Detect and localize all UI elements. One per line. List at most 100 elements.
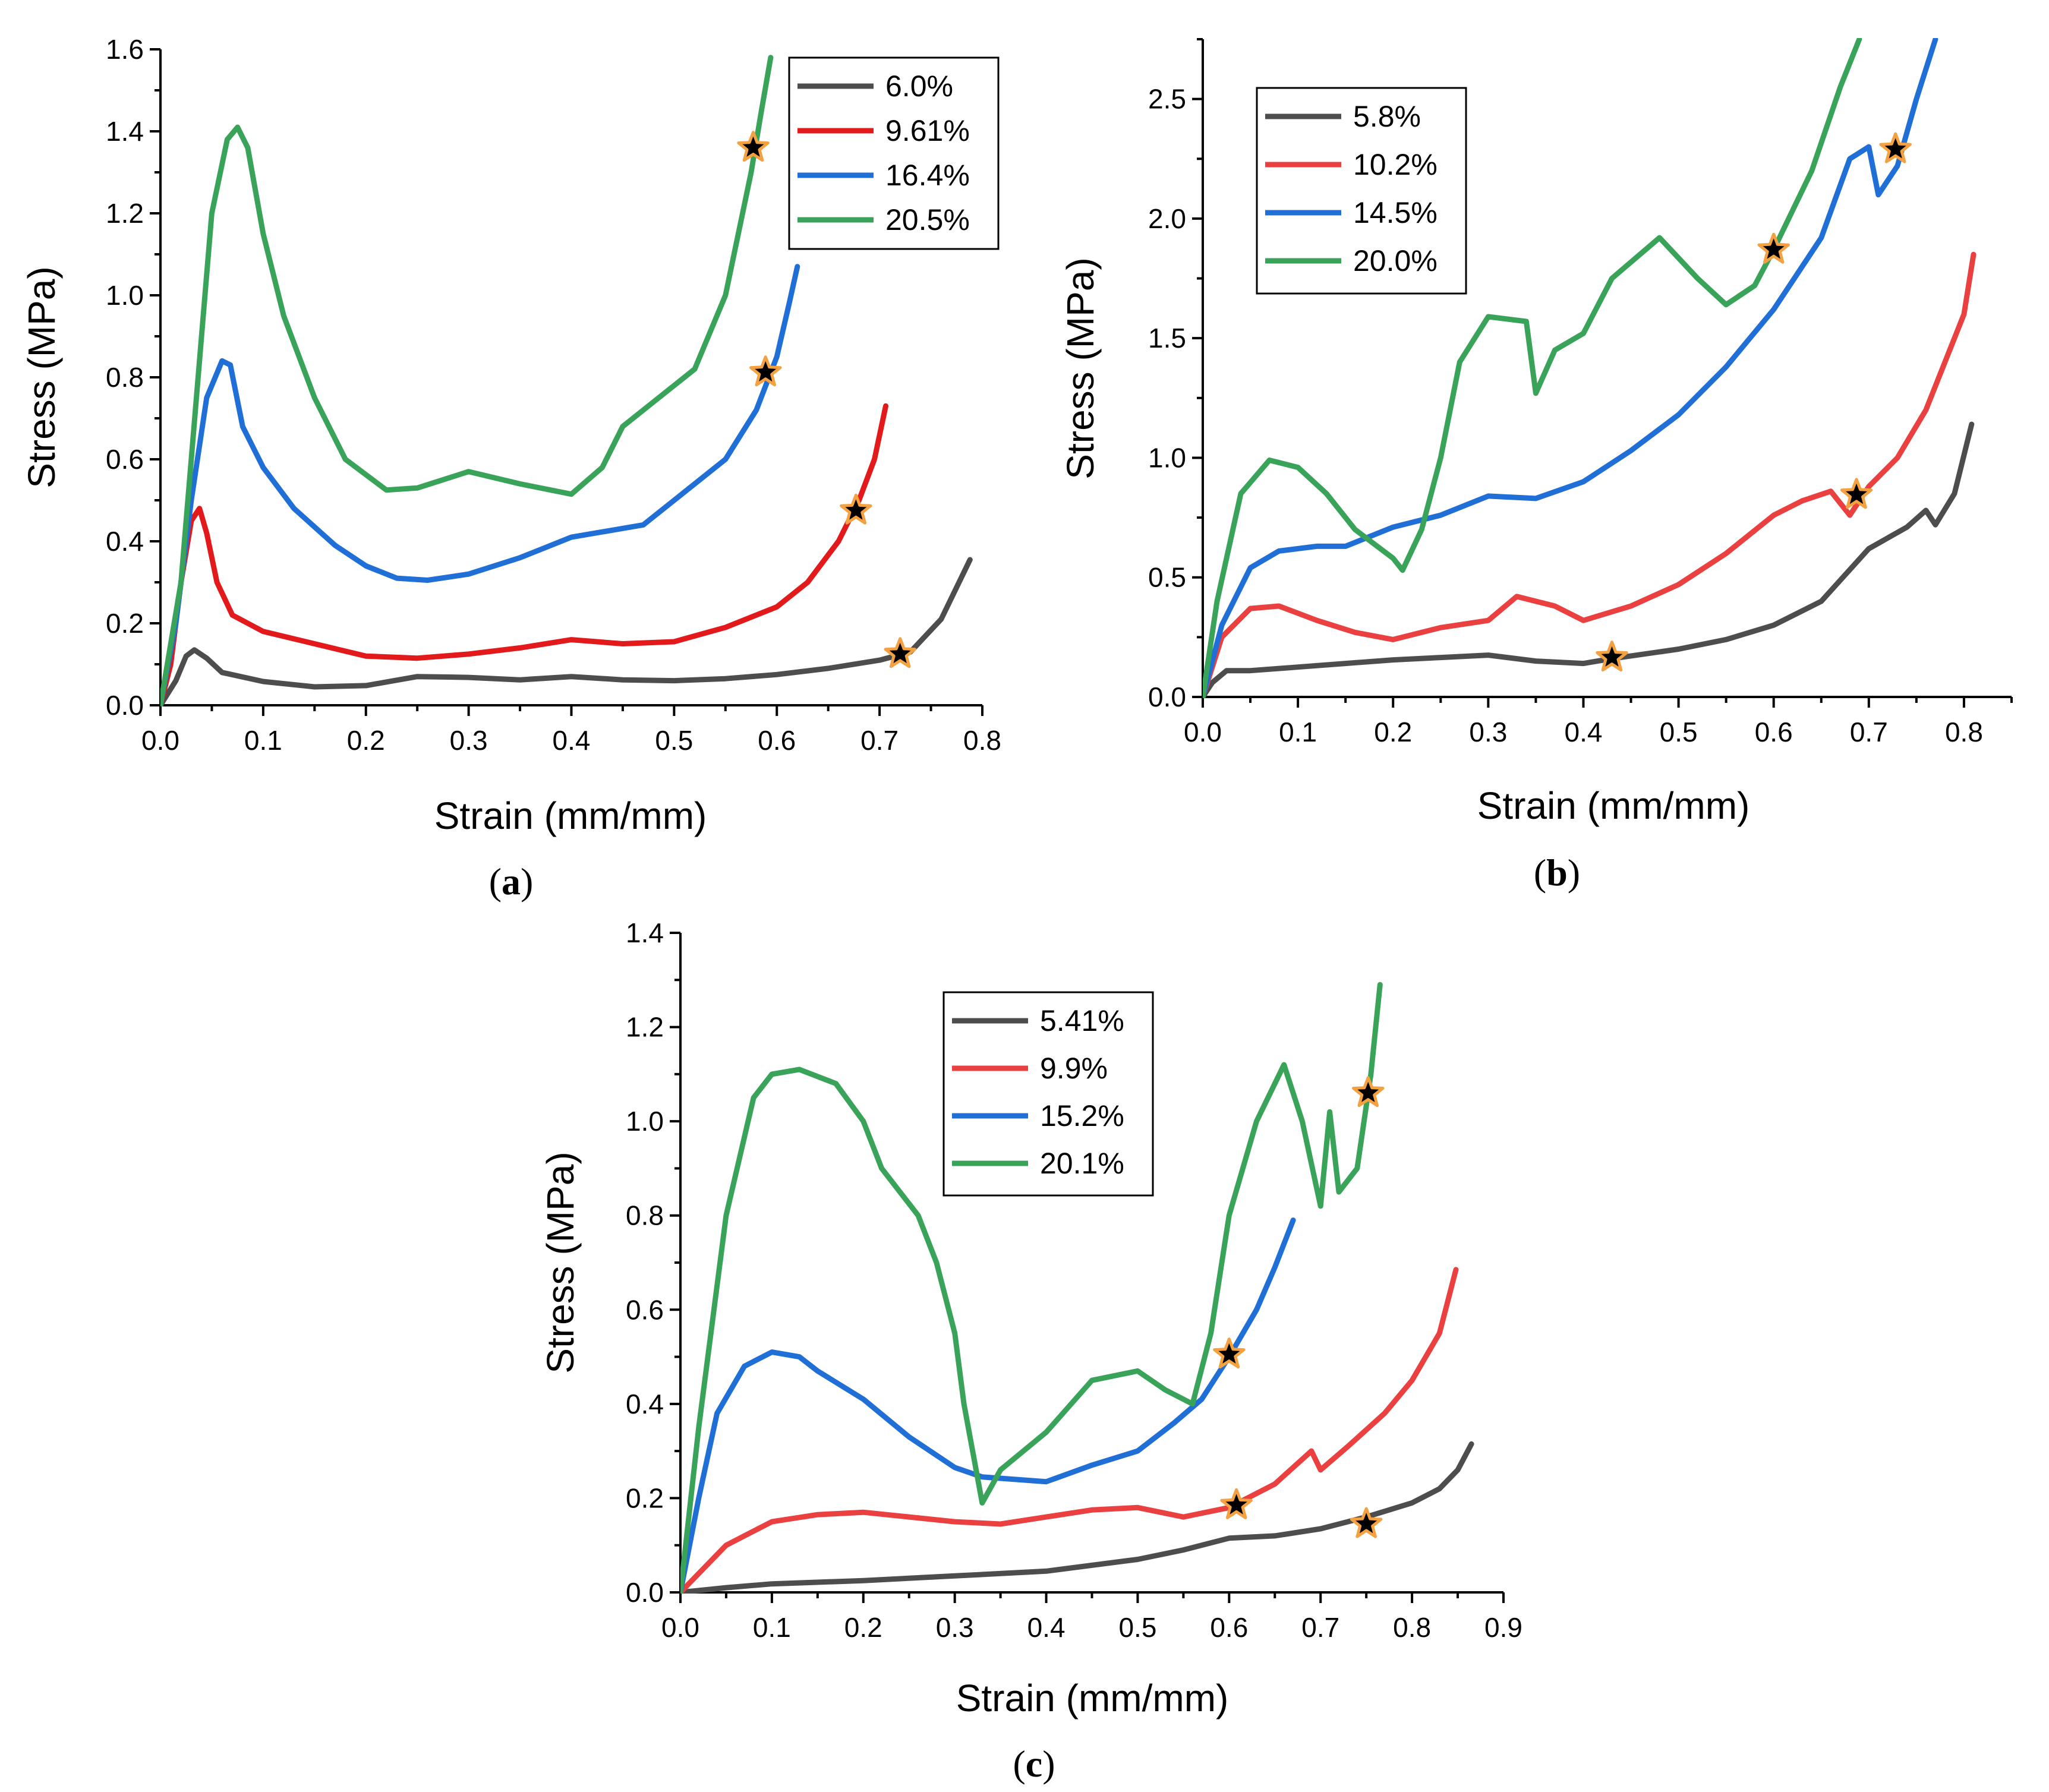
series-line-14.5%	[1203, 38, 1938, 698]
y-tick-label: 1.2	[106, 198, 144, 229]
x-tick-label: 0.3	[936, 1612, 974, 1643]
failure-star-marker	[1220, 1488, 1253, 1519]
legend: 6.0% 9.61% 16.4% 20.5%	[788, 56, 1000, 250]
x-tick-label: 0.4	[553, 725, 591, 756]
x-tick-label: 0.6	[1755, 717, 1793, 747]
y-tick-label: 0.6	[626, 1294, 664, 1325]
failure-star-marker	[1757, 232, 1790, 264]
y-axis-title: Stress (MPa)	[20, 266, 63, 488]
failure-star-marker	[749, 355, 782, 387]
series-line-9.9%	[680, 1267, 1459, 1594]
caption-paren-close: )	[1568, 851, 1580, 894]
series-line-10.2%	[1203, 251, 1977, 698]
x-axis-title: Strain (mm/mm)	[434, 794, 707, 837]
x-tick-label: 0.7	[1850, 717, 1888, 747]
y-tick-label: 1.4	[106, 116, 144, 147]
y-tick-label: 0.0	[1148, 682, 1186, 712]
caption-paren-open: (	[1534, 851, 1546, 894]
legend-label: 9.9%	[1040, 1052, 1108, 1085]
y-tick-label: 1.2	[626, 1012, 664, 1043]
chart-panel-b: 0.0 0.1 0.2 0.3 0.4 0.5 0.6 0.7 0.8 0.0 0.5 1.0 1.5 2…	[1059, 38, 2013, 894]
y-axis-title: Stress (MPa)	[539, 1151, 582, 1373]
x-tick-label: 0.5	[655, 725, 693, 756]
x-tick-label: 0.6	[1210, 1612, 1248, 1643]
series-line-20.1%	[680, 982, 1383, 1594]
panel-caption: (b)	[1534, 851, 1580, 894]
x-tick-label: 0.9	[1484, 1612, 1522, 1643]
x-axis-title: Strain (mm/mm)	[1477, 784, 1750, 827]
x-tick-label: 0.1	[753, 1612, 791, 1643]
series-line-16.4%	[160, 264, 800, 706]
x-axis-title: Strain (mm/mm)	[956, 1677, 1229, 1720]
legend-label: 9.61%	[885, 114, 970, 147]
caption-letter: b	[1546, 851, 1568, 894]
x-tick-label: 0.1	[1279, 717, 1317, 747]
y-tick-label: 0.8	[626, 1200, 664, 1231]
legend-label: 5.8%	[1353, 100, 1421, 133]
y-tick-label: 1.0	[1148, 442, 1186, 473]
x-tick-label: 0.7	[860, 725, 899, 756]
legend: 5.8% 10.2% 14.5% 20.0%	[1256, 87, 1467, 295]
legend-label: 14.5%	[1353, 196, 1438, 229]
x-tick-label: 0.8	[1393, 1612, 1431, 1643]
x-tick-label: 0.5	[1118, 1612, 1156, 1643]
series-line-9.61%	[160, 403, 888, 706]
legend-label: 10.2%	[1353, 148, 1438, 181]
x-tick-label: 0.8	[1945, 717, 1983, 747]
y-tick-label: 1.6	[106, 34, 144, 65]
panel-caption: (c)	[1013, 1743, 1055, 1785]
legend: 5.41% 9.9% 15.2% 20.1%	[942, 991, 1154, 1197]
y-tick-label: 0.8	[106, 362, 144, 393]
series-line-6.0%	[160, 557, 973, 706]
y-axis-title: Stress (MPa)	[1059, 257, 1102, 479]
series-line-20.0%	[1203, 38, 1862, 698]
legend-label: 6.0%	[885, 70, 953, 103]
x-tick-label: 0.3	[1469, 717, 1507, 747]
failure-star-marker	[884, 637, 916, 668]
x-tick-label: 0.4	[1027, 1612, 1066, 1643]
y-tick-label: 1.5	[1148, 323, 1186, 354]
y-tick-label: 2.5	[1148, 84, 1186, 115]
series-group	[1203, 38, 1977, 698]
y-tick-label: 1.4	[626, 917, 664, 948]
y-tick-label: 0.4	[626, 1389, 664, 1419]
x-tick-label: 0.7	[1301, 1612, 1339, 1643]
y-tick-label: 1.0	[106, 280, 144, 311]
x-tick-label: 0.0	[1184, 717, 1222, 747]
x-tick-label: 0.3	[450, 725, 488, 756]
failure-star-marker	[840, 493, 872, 525]
legend-label: 20.1%	[1040, 1147, 1124, 1180]
caption-letter: a	[502, 860, 521, 903]
y-tick-label: 0.6	[106, 444, 144, 475]
series-line-15.2%	[680, 1217, 1296, 1594]
legend-label: 5.41%	[1040, 1004, 1124, 1037]
caption-paren-close: )	[521, 860, 533, 903]
y-tick-label: 2.0	[1148, 203, 1186, 234]
x-tick-label: 0.2	[1374, 717, 1412, 747]
caption-paren-open: (	[1013, 1743, 1025, 1785]
x-tick-label: 0.5	[1660, 717, 1698, 747]
failure-star-marker	[737, 131, 770, 162]
x-tick-label: 0.6	[758, 725, 796, 756]
y-tick-label: 0.2	[106, 608, 144, 639]
series-line-5.8%	[1203, 421, 1975, 698]
series-line-5.41%	[680, 1441, 1474, 1594]
y-tick-label: 0.5	[1148, 562, 1186, 593]
x-tick-label: 0.4	[1564, 717, 1602, 747]
caption-letter: c	[1026, 1743, 1042, 1785]
legend-label: 20.0%	[1353, 244, 1438, 277]
x-tick-label: 0.2	[844, 1612, 882, 1643]
series-group	[680, 982, 1474, 1594]
y-tick-label: 0.0	[626, 1577, 664, 1608]
failure-star-marker	[1596, 641, 1628, 672]
legend-box	[788, 56, 1000, 250]
panel-caption: (a)	[489, 860, 534, 903]
failure-star-marker	[1840, 478, 1873, 509]
chart-panel-c: 0.0 0.1 0.2 0.3 0.4 0.5 0.6 0.7 0.8 0.9 0.0 0.2 0.4 0…	[539, 917, 1522, 1785]
failure-star-marker	[1352, 1076, 1385, 1108]
legend-label: 16.4%	[885, 159, 970, 192]
series-group	[160, 55, 973, 706]
y-tick-label: 0.0	[106, 690, 144, 721]
chart-panel-a: 0.0 0.1 0.2 0.3 0.4 0.5 0.6 0.7 0.8 0.0 0.2 0.4 0.6 0…	[20, 34, 1001, 903]
